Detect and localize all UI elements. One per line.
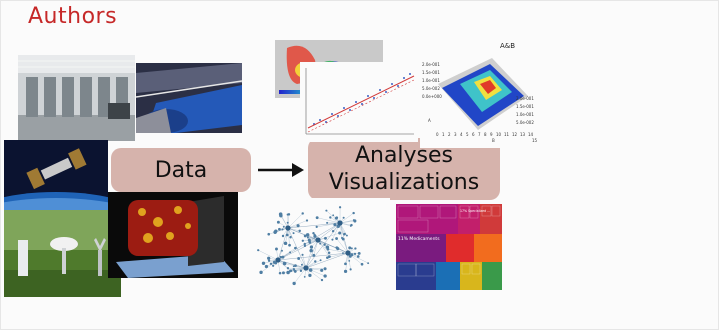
surface-tick-left-2: 1.0e-001: [422, 78, 440, 83]
sensor-photo: [4, 210, 121, 297]
surface-axis-a: A: [428, 118, 431, 123]
space-telescope-photo: [4, 140, 108, 210]
surface-axis-number-14: 14: [528, 132, 534, 137]
surface-axis-number-7: 7: [478, 132, 481, 137]
surface-axis-number-5: 5: [466, 132, 469, 137]
scatter-regression-plot: [300, 62, 418, 142]
flow-arrow-icon: [258, 163, 304, 177]
surface-tick-right-1: 1.5e-001: [516, 104, 534, 109]
treemap-label-0: 11% Medicaments: [398, 236, 440, 242]
volume-render-image: [108, 192, 238, 278]
surface-axis-number-15: 15: [532, 138, 538, 143]
surface-3d-plot-title: A&B: [500, 42, 515, 50]
surface-axis-number-2: 2: [448, 132, 451, 137]
treemap-label-1: 17% Specialized ...: [460, 209, 490, 213]
surface-tick-left-4: 0.0e+000: [422, 94, 442, 99]
surface-axis-number-10: 10: [496, 132, 502, 137]
surface-tick-right-2: 1.0e-001: [516, 112, 534, 117]
surface-3d-plot: A&B 2.0e-001 1.5e-001 1.0e-001 5.0e-002 …: [420, 38, 538, 148]
surface-axis-number-3: 3: [454, 132, 457, 137]
surface-axis-number-0: 0: [436, 132, 439, 137]
surface-axis-number-1: 1: [442, 132, 445, 137]
page-title: Authors: [28, 4, 118, 29]
surface-tick-right-0: 2.0e-001: [516, 96, 534, 101]
tunnel-photo: [136, 63, 242, 133]
treemap-image: 11% Medicaments 17% Specialized ...: [396, 204, 502, 290]
surface-tick-left-0: 2.0e-001: [422, 62, 440, 67]
surface-axis-number-8: 8: [484, 132, 487, 137]
surface-axis-number-6: 6: [472, 132, 475, 137]
surface-tick-left-1: 1.5e-001: [422, 70, 440, 75]
data-node: Data: [111, 148, 251, 192]
surface-tick-right-3: 5.0e-002: [516, 120, 534, 125]
surface-axis-number-11: 11: [504, 132, 510, 137]
visualizations-node-label: Visualizations: [328, 170, 480, 195]
surface-axis-number-13: 13: [520, 132, 526, 137]
surface-axis-number-12: 12: [512, 132, 518, 137]
surface-axis-b: B: [492, 138, 495, 143]
surface-tick-left-3: 5.0e-002: [422, 86, 440, 91]
surface-axis-number-9: 9: [490, 132, 493, 137]
network-graph-image: [248, 198, 390, 290]
lab-photo: [18, 55, 135, 141]
analyses-node: Analyses Visualizations: [308, 138, 500, 200]
surface-axis-number-4: 4: [460, 132, 463, 137]
data-node-label: Data: [154, 157, 208, 183]
